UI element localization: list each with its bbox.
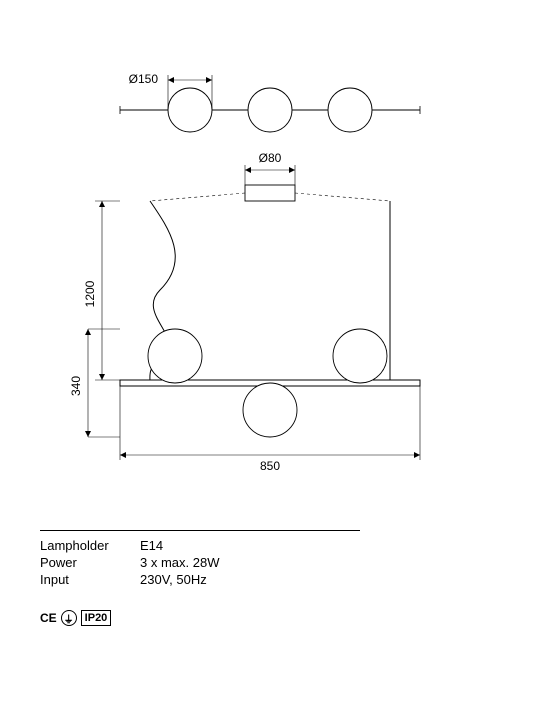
spec-value: 230V, 50Hz [140, 571, 360, 588]
spec-table: Lampholder E14 Power 3 x max. 28W Input … [40, 530, 360, 588]
spec-value: 3 x max. 28W [140, 554, 360, 571]
side-view: Ø80 850 [69, 151, 420, 473]
spec-value: E14 [140, 537, 360, 554]
spec-label: Input [40, 571, 140, 588]
certification-badges: CE ⏚ IP20 [40, 610, 111, 626]
ip-rating: IP20 [81, 610, 112, 626]
top-view: Ø150 [120, 72, 420, 132]
spec-row: Power 3 x max. 28W [40, 554, 360, 571]
spec-row: Input 230V, 50Hz [40, 571, 360, 588]
drop-label: 1200 [83, 280, 97, 307]
canopy-width-label: Ø80 [259, 151, 282, 165]
technical-diagram: Ø150 Ø80 [40, 30, 500, 510]
spec-label: Power [40, 554, 140, 571]
spec-label: Lampholder [40, 537, 140, 554]
canopy-diameter-label: Ø150 [129, 72, 159, 86]
globe-span-label: 340 [69, 376, 83, 396]
spec-row: Lampholder E14 [40, 537, 360, 554]
width-label: 850 [260, 459, 280, 473]
ce-mark: CE [40, 611, 57, 625]
protection-class-icon: ⏚ [61, 610, 77, 626]
